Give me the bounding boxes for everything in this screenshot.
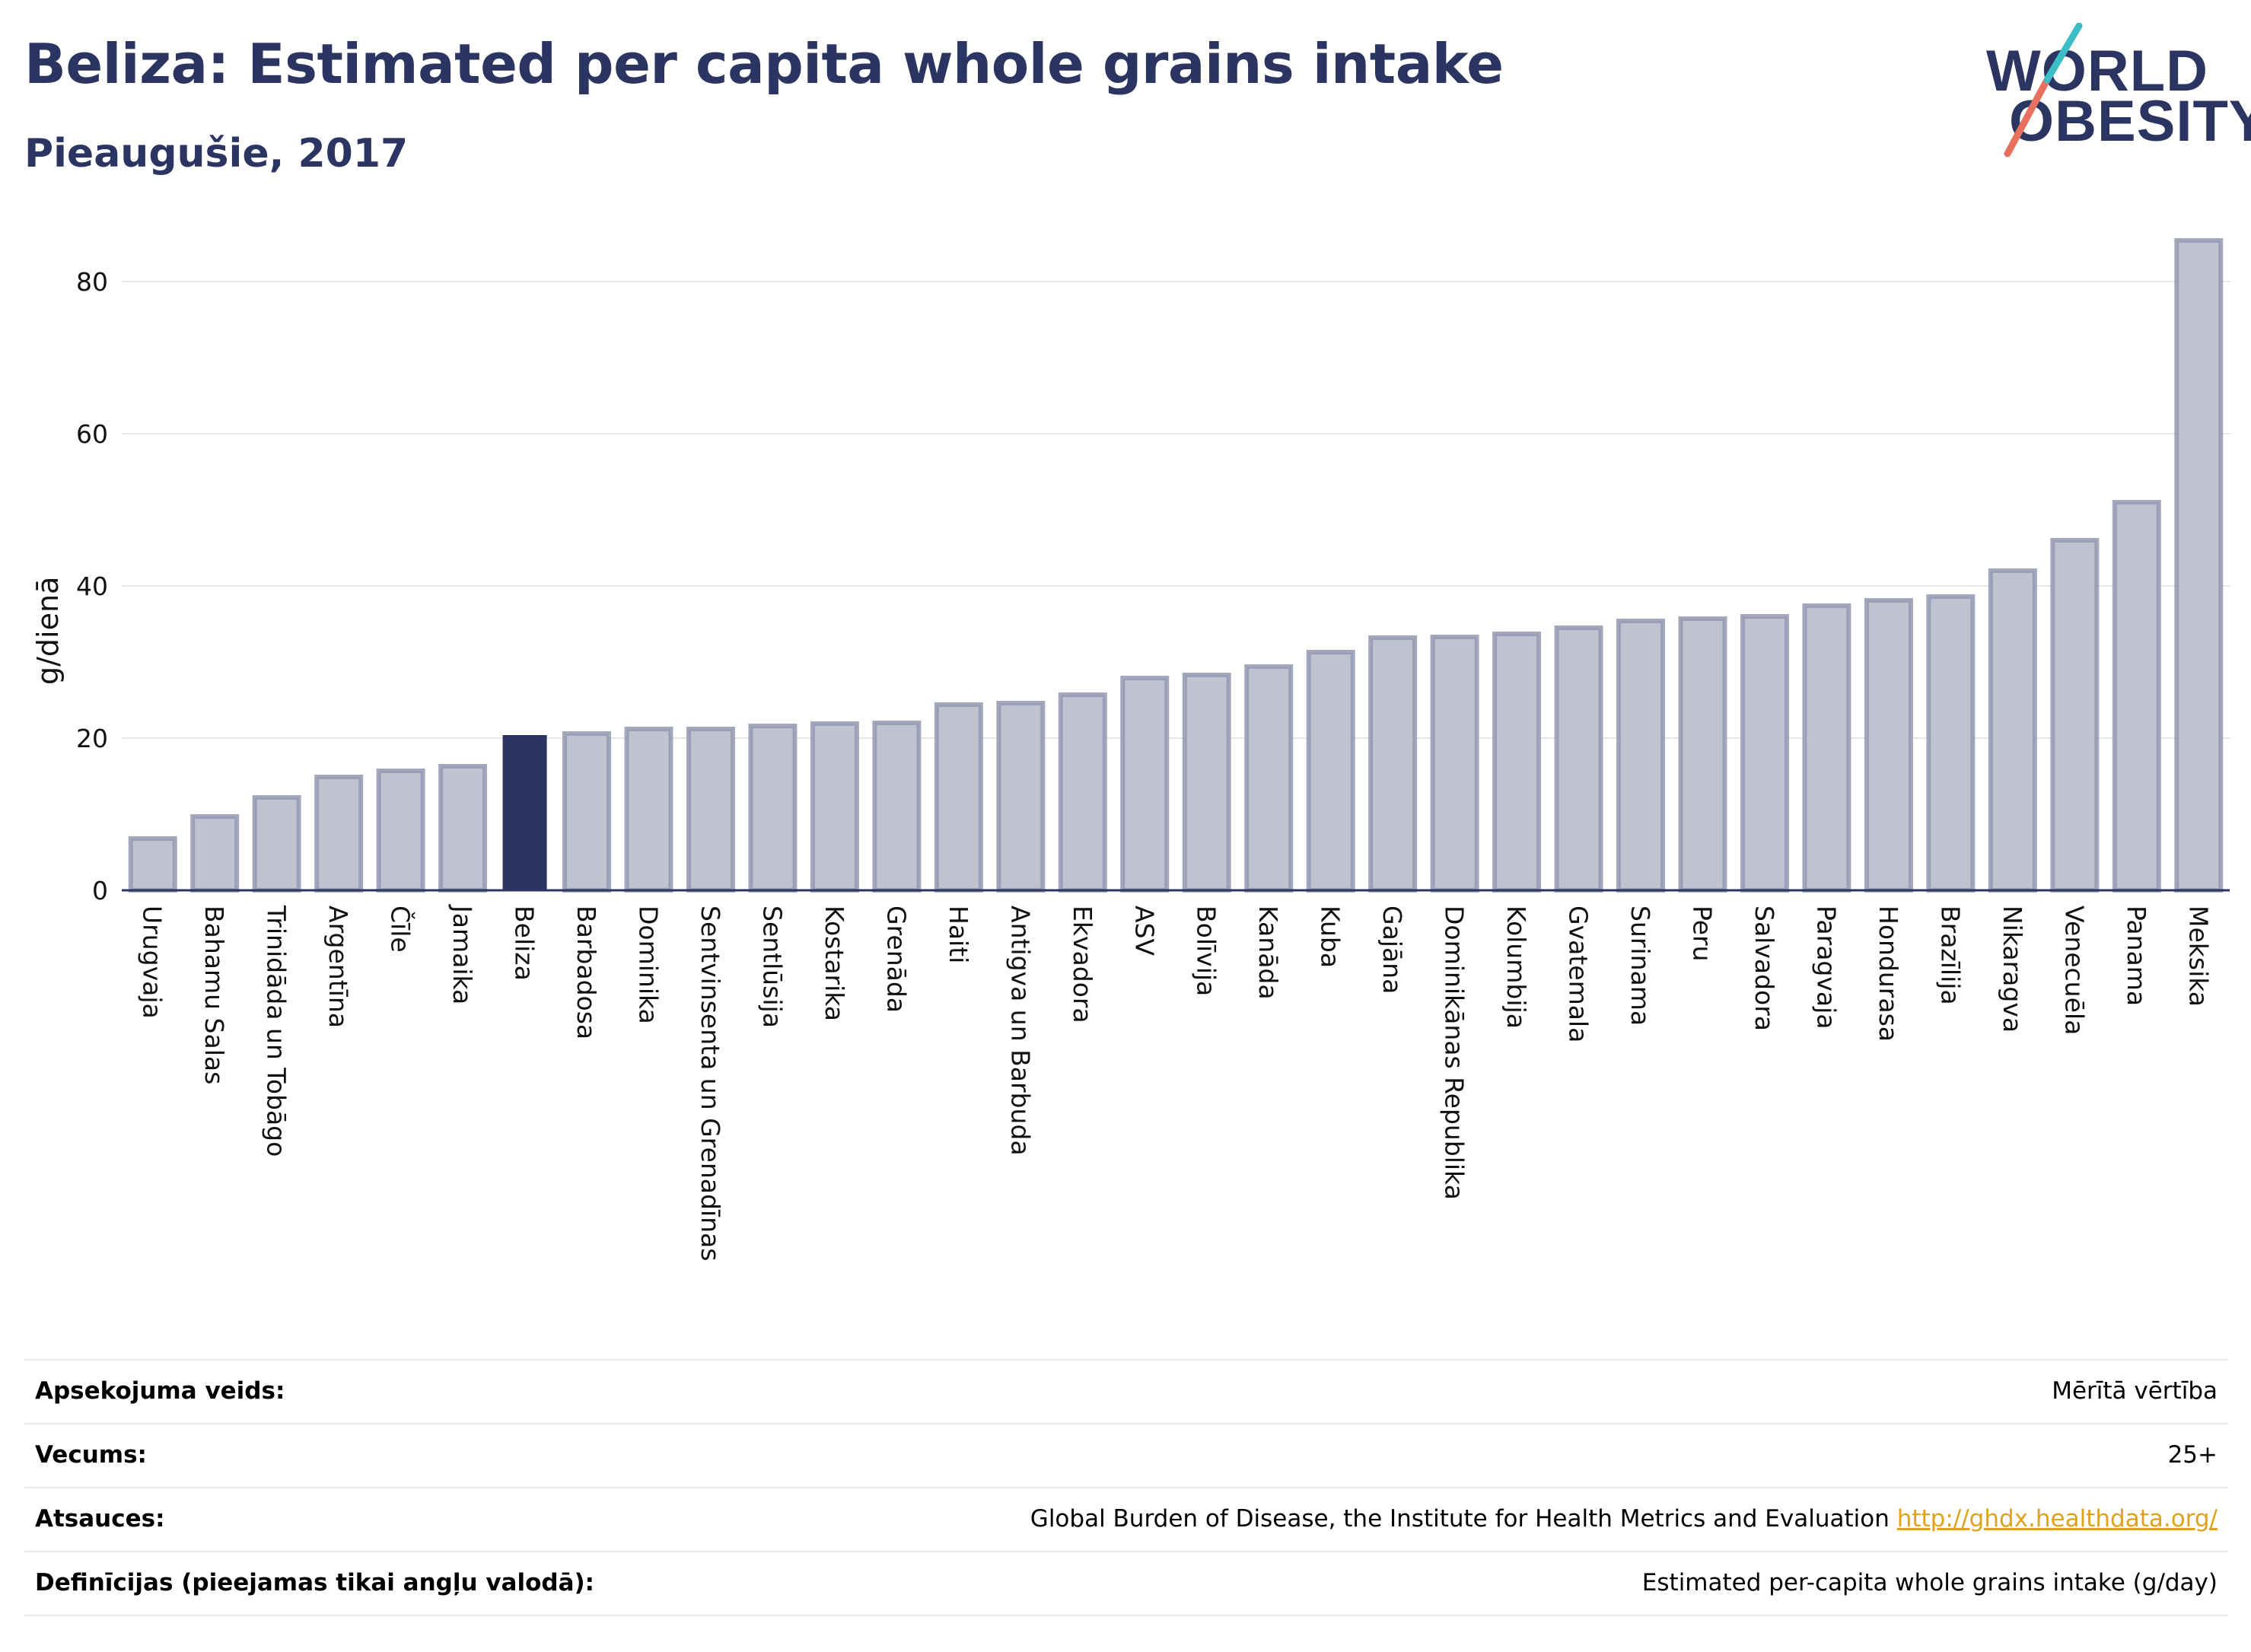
meta-label: Definīcijas (pieejamas tikai angļu valod… — [35, 1569, 595, 1596]
x-tick-label: Salvadora — [1750, 906, 1779, 1031]
meta-label: Atsauces: — [35, 1505, 165, 1533]
meta-label: Vecums: — [35, 1441, 147, 1469]
x-tick-label: Peru — [1688, 906, 1718, 962]
x-tick-label: Kostarika — [820, 906, 849, 1021]
x-tick-label: Nikaragva — [1998, 906, 2027, 1033]
bar — [128, 836, 177, 893]
x-tick-label: Jamaika — [447, 904, 477, 1004]
bar — [1120, 676, 1170, 893]
x-tick-label: Paragvaja — [1811, 906, 1841, 1030]
bar — [1492, 632, 1542, 893]
bar — [1926, 594, 1976, 893]
x-tick-label: Bahamu Salas — [199, 906, 229, 1084]
x-tick-label: Venecuēla — [2059, 906, 2089, 1035]
y-tick-label: 40 — [76, 571, 108, 601]
bar — [1182, 673, 1231, 893]
chart-subtitle: Pieaugušie, 2017 — [24, 131, 409, 177]
bar — [1368, 635, 1418, 893]
bar — [2050, 538, 2100, 893]
meta-row-age: Vecums: 25+ — [24, 1423, 2228, 1487]
bar — [1430, 635, 1479, 893]
x-tick-label: Beliza — [510, 906, 540, 981]
y-tick-label: 80 — [76, 267, 108, 297]
x-tick-label: Dominikānas Republika — [1440, 906, 1469, 1200]
bar — [252, 795, 301, 893]
logo-text-line1: WORLD — [1986, 39, 2209, 103]
bar — [748, 724, 798, 893]
x-tick-label: Barbadosa — [572, 906, 601, 1039]
meta-value: Mērītā vērtība — [2052, 1377, 2218, 1405]
metadata-table: Apsekojuma veids: Mērītā vērtība Vecums:… — [24, 1359, 2228, 1616]
bar — [1244, 664, 1294, 893]
x-tick-label: Gvatemala — [1564, 906, 1594, 1042]
y-tick-label: 20 — [76, 724, 108, 753]
x-tick-label: Gajāna — [1377, 906, 1407, 994]
bar — [376, 769, 425, 893]
bar — [1802, 603, 1851, 893]
bar — [562, 731, 612, 893]
bar — [314, 775, 364, 893]
bar — [1554, 625, 1603, 893]
logo-slash-icon — [2004, 23, 2083, 158]
reference-source-text: Global Burden of Disease, the Institute … — [1030, 1505, 1890, 1533]
y-axis-label: g/dienā — [31, 577, 65, 685]
y-tick-label: 0 — [92, 876, 108, 906]
reference-link[interactable]: http://ghdx.healthdata.org/ — [1896, 1505, 2218, 1533]
bar — [502, 735, 547, 890]
meta-row-references: Atsauces: Global Burden of Disease, the … — [24, 1487, 2228, 1551]
bar — [934, 702, 983, 893]
x-tick-label: Sentvinsenta un Grenadīnas — [696, 906, 725, 1261]
world-obesity-logo: WORLD OBESITY — [1986, 23, 2251, 160]
bar — [1988, 568, 2037, 893]
bar — [872, 721, 922, 893]
meta-value: Estimated per-capita whole grains intake… — [1641, 1569, 2218, 1596]
x-tick-label: Meksika — [2183, 906, 2213, 1007]
x-tick-label: Dominika — [634, 906, 664, 1024]
x-tick-label: Ekvadora — [1068, 906, 1097, 1023]
bar — [1740, 614, 1789, 893]
x-tick-label: ASV — [1129, 906, 1159, 957]
bar — [996, 701, 1046, 893]
meta-value: 25+ — [2167, 1441, 2218, 1469]
x-tick-label: Antigva un Barbuda — [1005, 906, 1035, 1156]
bar — [1678, 616, 1727, 893]
meta-label: Apsekojuma veids: — [35, 1377, 285, 1405]
chart-title: Beliza: Estimated per capita whole grain… — [24, 32, 1504, 96]
meta-row-survey-type: Apsekojuma veids: Mērītā vērtība — [24, 1359, 2228, 1423]
x-tick-label: Kolumbija — [1501, 906, 1531, 1029]
x-tick-label: Bolīvija — [1192, 906, 1221, 996]
bar — [438, 764, 488, 893]
x-tick-label: Haiti — [944, 906, 973, 963]
x-tick-label: Kuba — [1316, 906, 1345, 968]
x-tick-label: Brazīlija — [1935, 906, 1965, 1005]
bar — [686, 727, 735, 893]
x-tick-label: Argentīna — [323, 906, 353, 1028]
x-tick-label: Čīle — [386, 906, 416, 953]
bar — [1864, 598, 1913, 893]
x-tick-label: Panama — [2122, 906, 2151, 1006]
bar-chart: 0 20 40 60 80 g/dienā Urugvaja Bahamu Salas Trin… — [31, 238, 2230, 1261]
logo-text-line2: OBESITY — [2009, 89, 2251, 154]
bar — [2112, 500, 2161, 893]
x-tick-label: Kanāda — [1253, 906, 1283, 1000]
bar — [810, 721, 859, 893]
bar — [1306, 650, 1355, 893]
bar — [2174, 238, 2224, 893]
x-tick-label: Urugvaja — [138, 906, 167, 1019]
bar — [624, 727, 673, 893]
x-tick-label: Trinidāda un Tobāgo — [262, 905, 291, 1157]
x-tick-label: Grenāda — [881, 906, 911, 1013]
meta-value-references: Global Burden of Disease, the Institute … — [1030, 1505, 2218, 1533]
x-tick-label: Sentlūsija — [757, 906, 787, 1028]
bar — [1058, 692, 1107, 893]
x-tick-label: Surinama — [1625, 906, 1655, 1026]
meta-row-definitions: Definīcijas (pieejamas tikai angļu valod… — [24, 1551, 2228, 1616]
bar — [190, 814, 240, 893]
y-tick-label: 60 — [76, 419, 108, 449]
bar — [1616, 619, 1666, 893]
x-tick-label: Hondurasa — [1874, 906, 1903, 1042]
